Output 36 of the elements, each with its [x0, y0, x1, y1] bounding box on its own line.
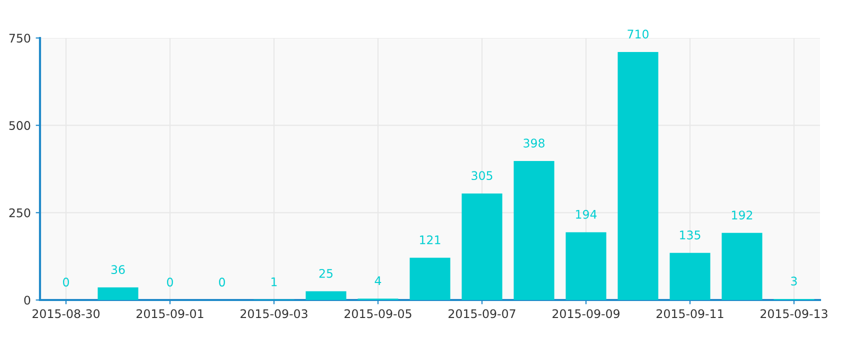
bar [670, 252, 710, 300]
y-tick-label: 0 [24, 296, 30, 305]
data-label: 135 [680, 230, 700, 240]
data-label: 194 [576, 210, 597, 219]
x-tick-label: 2015-09-05 [344, 309, 412, 318]
bar [98, 287, 138, 300]
data-label: 1 [272, 277, 277, 286]
x-tick-label: 2015-09-09 [552, 309, 620, 318]
y-tick-label: 750 [9, 34, 30, 43]
data-label: 0 [219, 278, 225, 287]
y-tick-label: 500 [9, 121, 30, 130]
data-label: 4 [374, 276, 382, 286]
data-label: 0 [63, 278, 69, 287]
x-tick-label: 2015-09-11 [656, 309, 724, 318]
data-label: 0 [167, 278, 173, 287]
data-label: 305 [472, 171, 492, 180]
bar [722, 232, 762, 300]
data-label: 121 [420, 235, 440, 244]
bar [618, 52, 658, 300]
data-label: 710 [628, 30, 648, 39]
y-tick-label: 250 [9, 208, 30, 218]
x-tick-label: 2015-09-01 [136, 309, 204, 318]
data-label: 36 [111, 265, 125, 274]
bar [462, 193, 502, 300]
bar [514, 160, 554, 300]
x-tick-label: 2015-09-13 [760, 309, 828, 318]
x-tick-label: 2015-09-07 [448, 309, 516, 318]
data-label: 398 [524, 138, 544, 148]
bar [306, 291, 346, 300]
data-label: 192 [732, 210, 752, 220]
x-tick-label: 2015-08-30 [32, 309, 100, 318]
data-label: 3 [791, 276, 797, 286]
data-label: 25 [319, 268, 332, 278]
bar [566, 232, 606, 300]
bar [410, 258, 450, 300]
x-tick-label: 2015-09-03 [240, 309, 308, 318]
